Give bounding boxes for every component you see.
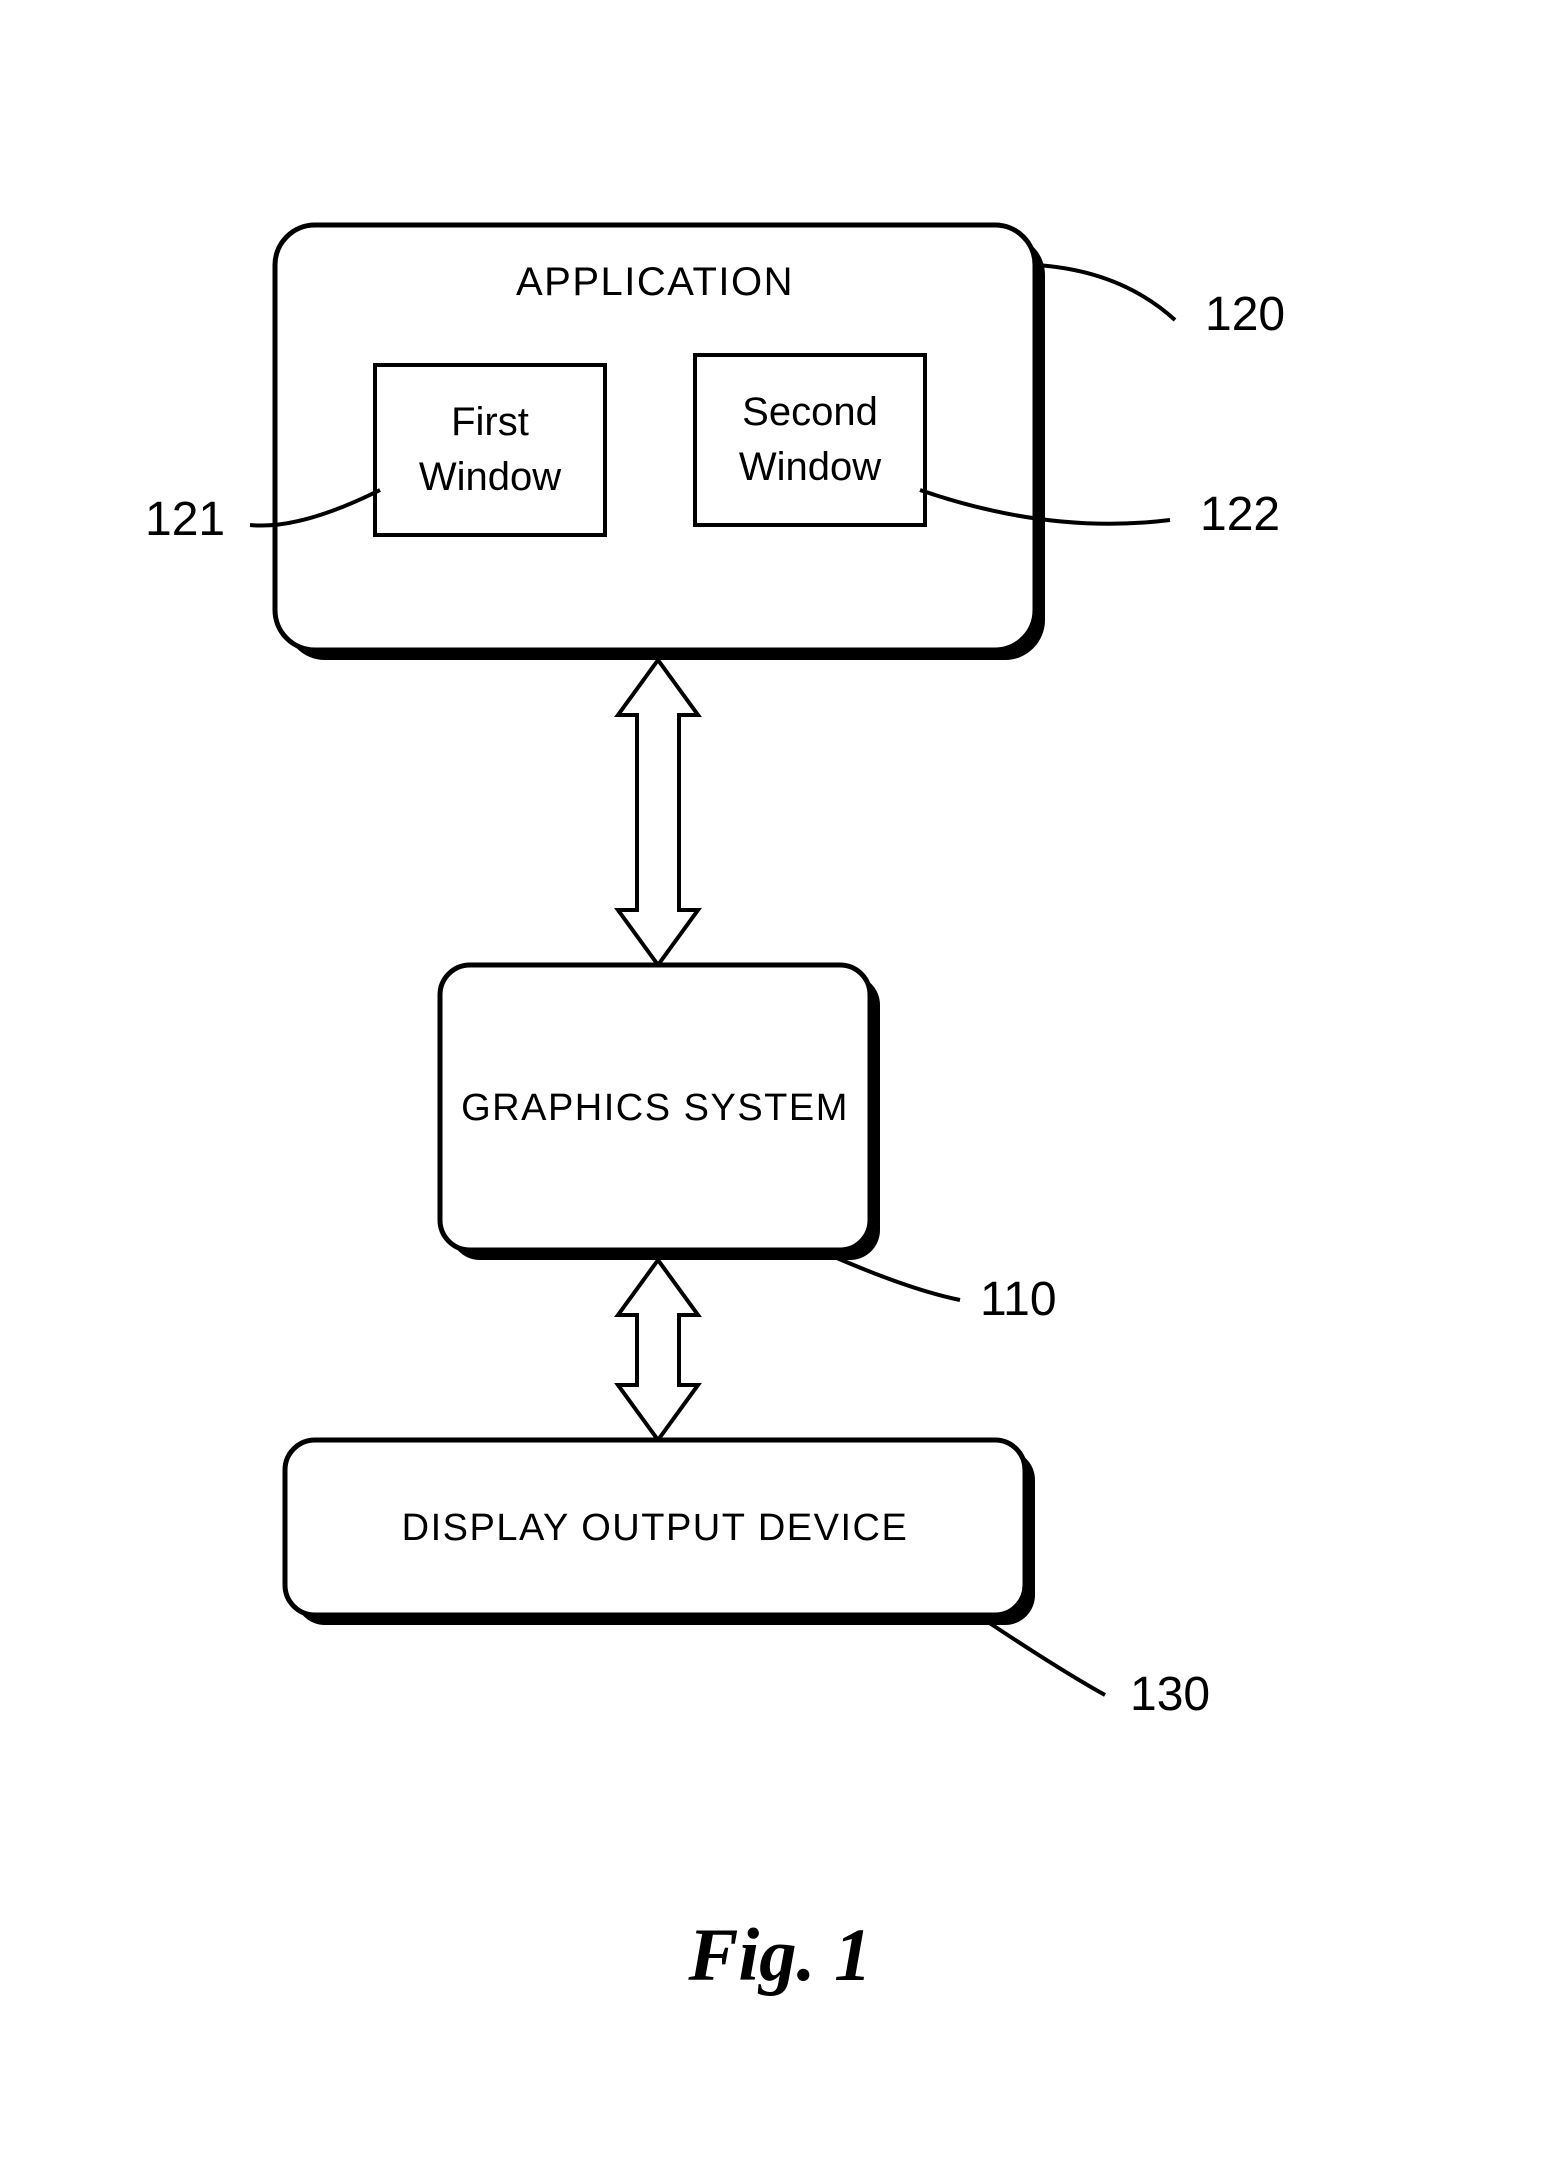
ref-122: 122 (1200, 488, 1280, 541)
ref-130: 130 (1130, 1668, 1210, 1721)
leader-110 (830, 1255, 960, 1300)
figure-caption: Fig. 1 (687, 1914, 871, 1997)
application-title: APPLICATION (516, 260, 794, 304)
second-window-label-1: Second (742, 390, 878, 434)
graphics-system-title: GRAPHICS SYSTEM (461, 1087, 849, 1129)
leader-130 (985, 1620, 1105, 1695)
second-window-label-2: Window (739, 445, 881, 489)
ref-120: 120 (1205, 288, 1285, 341)
second-window-box (695, 355, 925, 525)
ref-121: 121 (145, 493, 225, 546)
arrow-graphics-display (618, 1260, 698, 1440)
first-window-box (375, 365, 605, 535)
first-window-label-1: First (451, 400, 529, 444)
diagram-root: APPLICATION First Window Second Window G… (0, 0, 1552, 2175)
arrow-app-graphics (618, 660, 698, 965)
first-window-label-2: Window (419, 455, 561, 499)
display-output-title: DISPLAY OUTPUT DEVICE (402, 1507, 909, 1549)
ref-110: 110 (980, 1273, 1057, 1326)
leader-120 (1035, 265, 1175, 320)
